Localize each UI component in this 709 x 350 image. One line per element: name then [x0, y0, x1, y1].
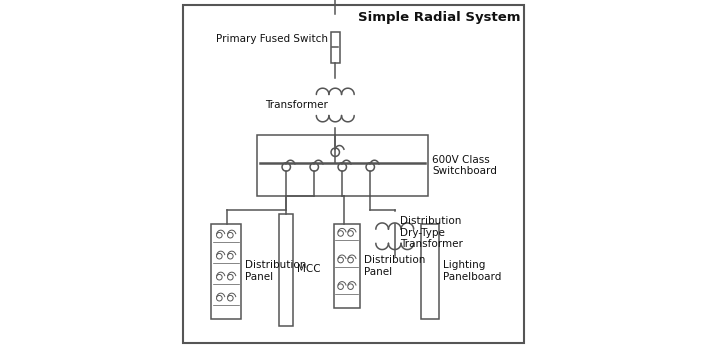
Text: 600V Class
Switchboard: 600V Class Switchboard — [432, 155, 497, 176]
Text: Transformer: Transformer — [265, 100, 328, 110]
Bar — [421, 224, 438, 318]
Bar — [331, 32, 340, 63]
FancyBboxPatch shape — [183, 5, 524, 343]
Bar — [211, 224, 241, 318]
Bar — [333, 224, 359, 308]
Text: Distribution
Panel: Distribution Panel — [364, 255, 425, 277]
Text: MCC: MCC — [298, 265, 321, 274]
Text: Primary Fused Switch: Primary Fused Switch — [216, 34, 328, 43]
Text: Distribution
Panel: Distribution Panel — [245, 260, 306, 282]
Bar — [279, 214, 294, 326]
Text: Distribution
Dry-Type
Transformer: Distribution Dry-Type Transformer — [400, 216, 463, 249]
Text: Simple Radial System: Simple Radial System — [358, 10, 520, 23]
Bar — [257, 135, 428, 196]
Text: Lighting
Panelboard: Lighting Panelboard — [442, 260, 501, 282]
